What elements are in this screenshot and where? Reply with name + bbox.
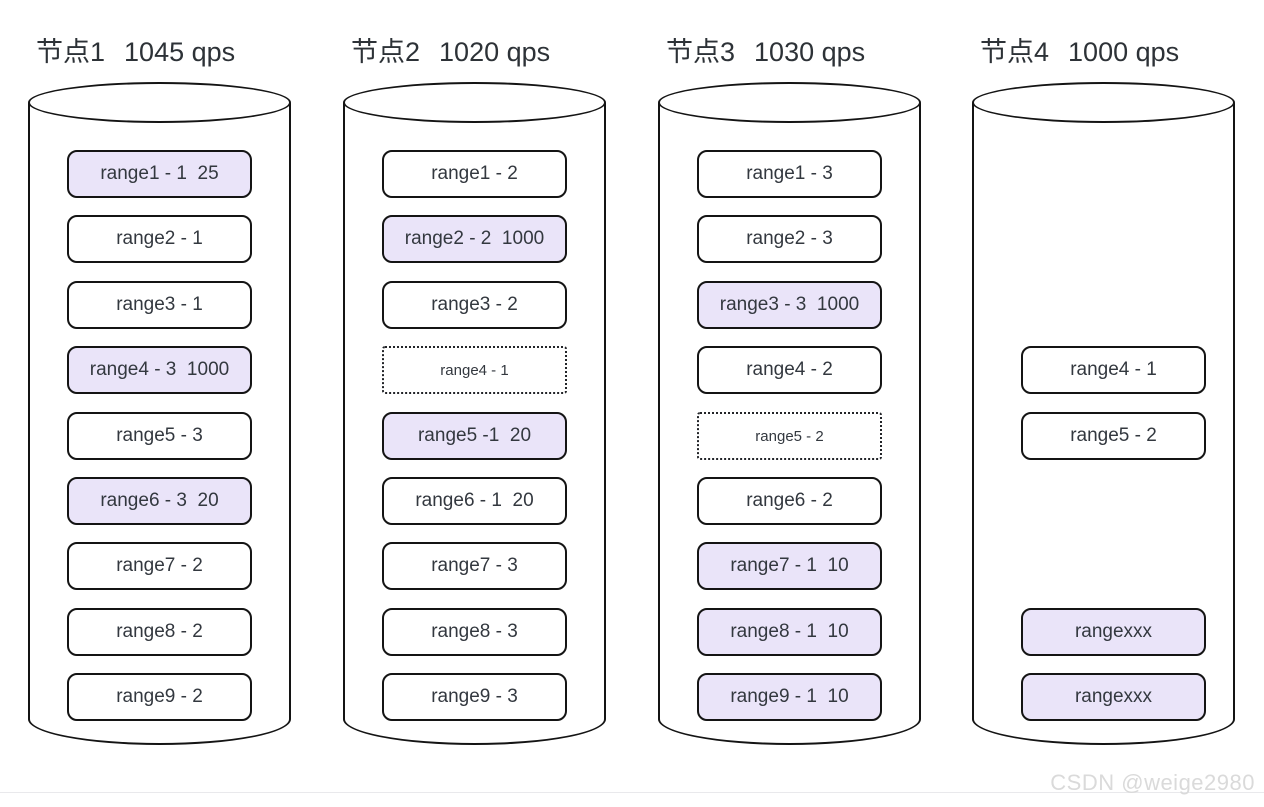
range-box-n1-r3: range3 - 1 xyxy=(67,281,252,329)
node-2: 节点2 1020 qps range1 - 2 range2 - 2 1000 ra… xyxy=(343,28,607,768)
node-4: 节点4 1000 qps range4 - 1 range5 - 2 rangexx… xyxy=(972,28,1236,768)
range-box-n1-r4: range4 - 3 1000 xyxy=(67,346,252,394)
range-box-n3-r7: range7 - 1 10 xyxy=(697,542,882,590)
range-box-n2-r9: range9 - 3 xyxy=(382,673,567,721)
range-box-n3-r1: range1 - 3 xyxy=(697,150,882,198)
node-1-cylinder: range1 - 1 25 range2 - 1 range3 - 1 range4 … xyxy=(28,82,292,765)
node-4-name: 节点4 xyxy=(980,37,1050,67)
csdn-watermark: CSDN @weige2980 xyxy=(1050,770,1255,795)
node-2-ranges: range1 - 2 range2 - 2 1000 range3 - 2 range… xyxy=(343,82,607,765)
cylinder-top-ellipse xyxy=(972,82,1235,123)
range-box-n4-r9: rangexxx xyxy=(1021,673,1206,721)
range-box-n2-r1: range1 - 2 xyxy=(382,150,567,198)
node-1-title: 节点1 1045 qps xyxy=(36,30,235,69)
cylinder-top-ellipse xyxy=(658,82,921,123)
range-box-n2-r3: range3 - 2 xyxy=(382,281,567,329)
cylinder-top-ellipse xyxy=(28,82,291,123)
range-box-n4-r8: rangexxx xyxy=(1021,608,1206,656)
node-3-cylinder: range1 - 3 range2 - 3 range3 - 3 1000 range… xyxy=(658,82,922,765)
range-box-n3-r4: range4 - 2 xyxy=(697,346,882,394)
range-box-n1-r2: range2 - 1 xyxy=(67,215,252,263)
bottom-divider xyxy=(0,792,1264,793)
node-3-title: 节点3 1030 qps xyxy=(666,30,865,69)
node-4-cylinder: range4 - 1 range5 - 2 rangexxx rangexxx xyxy=(972,82,1236,765)
range-box-n1-r6: range6 - 3 20 xyxy=(67,477,252,525)
node-1-name: 节点1 xyxy=(36,37,106,67)
range-box-n4-r5: range5 - 2 xyxy=(1021,412,1206,460)
range-box-n2-r4: range4 - 1 xyxy=(382,346,567,394)
cylinder-top-ellipse xyxy=(343,82,606,123)
node-4-title: 节点4 1000 qps xyxy=(980,30,1179,69)
range-box-n2-r6: range6 - 1 20 xyxy=(382,477,567,525)
node-3-ranges: range1 - 3 range2 - 3 range3 - 3 1000 range… xyxy=(658,82,922,765)
range-box-n3-r2: range2 - 3 xyxy=(697,215,882,263)
node-2-title: 节点2 1020 qps xyxy=(351,30,550,69)
node-4-ranges: range4 - 1 range5 - 2 rangexxx rangexxx xyxy=(972,82,1236,765)
node-3-qps: 1030 qps xyxy=(754,37,866,67)
range-box-n2-r8: range8 - 3 xyxy=(382,608,567,656)
range-box-n3-r6: range6 - 2 xyxy=(697,477,882,525)
range-box-n2-r5: range5 -1 20 xyxy=(382,412,567,460)
range-box-n1-r7: range7 - 2 xyxy=(67,542,252,590)
node-2-name: 节点2 xyxy=(351,37,421,67)
node-3-name: 节点3 xyxy=(666,37,736,67)
node-1-qps: 1045 qps xyxy=(124,37,236,67)
range-box-n1-r9: range9 - 2 xyxy=(67,673,252,721)
node-3: 节点3 1030 qps range1 - 3 range2 - 3 range3 … xyxy=(658,28,922,768)
range-box-n2-r2: range2 - 2 1000 xyxy=(382,215,567,263)
range-box-n1-r1: range1 - 1 25 xyxy=(67,150,252,198)
node-4-qps: 1000 qps xyxy=(1068,37,1180,67)
node-1: 节点1 1045 qps range1 - 1 25 range2 - 1 rang… xyxy=(28,28,292,768)
range-box-n1-r8: range8 - 2 xyxy=(67,608,252,656)
range-box-n1-r5: range5 - 3 xyxy=(67,412,252,460)
range-box-n3-r8: range8 - 1 10 xyxy=(697,608,882,656)
node-2-qps: 1020 qps xyxy=(439,37,551,67)
range-box-n3-r3: range3 - 3 1000 xyxy=(697,281,882,329)
range-box-n4-r4: range4 - 1 xyxy=(1021,346,1206,394)
range-box-n2-r7: range7 - 3 xyxy=(382,542,567,590)
node-1-ranges: range1 - 1 25 range2 - 1 range3 - 1 range4 … xyxy=(28,82,292,765)
node-2-cylinder: range1 - 2 range2 - 2 1000 range3 - 2 range… xyxy=(343,82,607,765)
range-box-n3-r9: range9 - 1 10 xyxy=(697,673,882,721)
range-box-n3-r5: range5 - 2 xyxy=(697,412,882,460)
